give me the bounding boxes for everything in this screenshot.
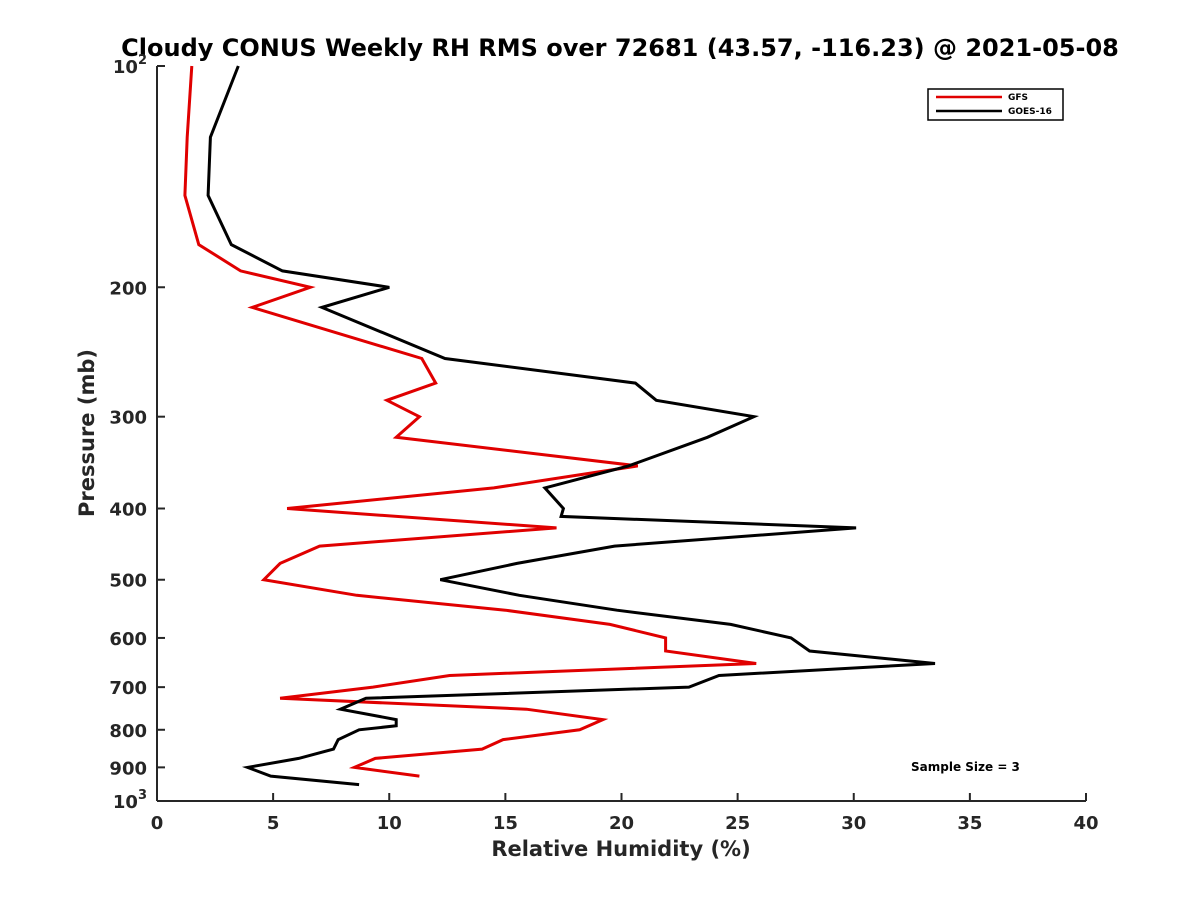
x-axis-label: Relative Humidity (%) bbox=[491, 837, 750, 861]
y-tick-label: 800 bbox=[109, 721, 147, 742]
x-tick-label: 5 bbox=[267, 813, 280, 834]
y-tick-label: 103 bbox=[113, 788, 147, 813]
y-tick-label: 200 bbox=[109, 278, 147, 299]
x-tick-label: 0 bbox=[151, 813, 164, 834]
axes: 0 5 10 15 20 25 30 35 40 102 200 300 400 500 600 700 80… bbox=[109, 53, 1098, 834]
legend-label-goes16: GOES-16 bbox=[1008, 107, 1052, 117]
y-tick-label: 400 bbox=[109, 500, 147, 521]
y-tick-label: 300 bbox=[109, 408, 147, 429]
series-line-gfs bbox=[183, 65, 757, 778]
x-tick-label: 35 bbox=[957, 813, 982, 834]
y-ticks: 102 200 300 400 500 600 700 800 900 103 bbox=[109, 53, 165, 813]
series-layer bbox=[183, 65, 936, 787]
x-tick-label: 10 bbox=[377, 813, 402, 834]
y-tick-label: 500 bbox=[109, 571, 147, 592]
x-tick-label: 30 bbox=[841, 813, 866, 834]
x-tick-label: 40 bbox=[1073, 813, 1098, 834]
y-tick-label: 900 bbox=[109, 758, 147, 779]
y-tick-label: 102 bbox=[113, 53, 147, 78]
y-tick-label: 700 bbox=[109, 678, 147, 699]
x-tick-label: 15 bbox=[493, 813, 518, 834]
x-tick-label: 25 bbox=[725, 813, 750, 834]
y-axis-label: Pressure (mb) bbox=[75, 349, 99, 517]
x-tick-label: 20 bbox=[609, 813, 634, 834]
sample-size-annotation: Sample Size = 3 bbox=[911, 760, 1020, 774]
legend-box bbox=[927, 88, 1064, 121]
x-ticks: 0 5 10 15 20 25 30 35 40 bbox=[151, 793, 1099, 834]
chart-title: Cloudy CONUS Weekly RH RMS over 72681 (4… bbox=[121, 34, 1119, 62]
legend-label-gfs: GFS bbox=[1008, 93, 1028, 103]
y-tick-label: 600 bbox=[109, 629, 147, 650]
series-line-goes16 bbox=[206, 65, 936, 787]
legend: GFS GOES-16 bbox=[927, 88, 1064, 121]
